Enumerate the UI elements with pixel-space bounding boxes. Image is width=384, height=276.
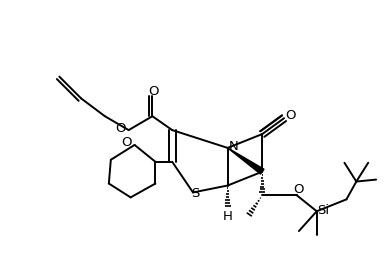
Polygon shape: [228, 148, 264, 174]
Text: O: O: [285, 109, 295, 122]
Text: O: O: [116, 122, 126, 135]
Text: N: N: [229, 140, 238, 153]
Text: H: H: [223, 210, 233, 223]
Text: Si: Si: [318, 204, 330, 217]
Text: O: O: [148, 85, 159, 98]
Text: O: O: [121, 136, 132, 149]
Text: S: S: [191, 187, 199, 200]
Text: O: O: [294, 183, 304, 196]
